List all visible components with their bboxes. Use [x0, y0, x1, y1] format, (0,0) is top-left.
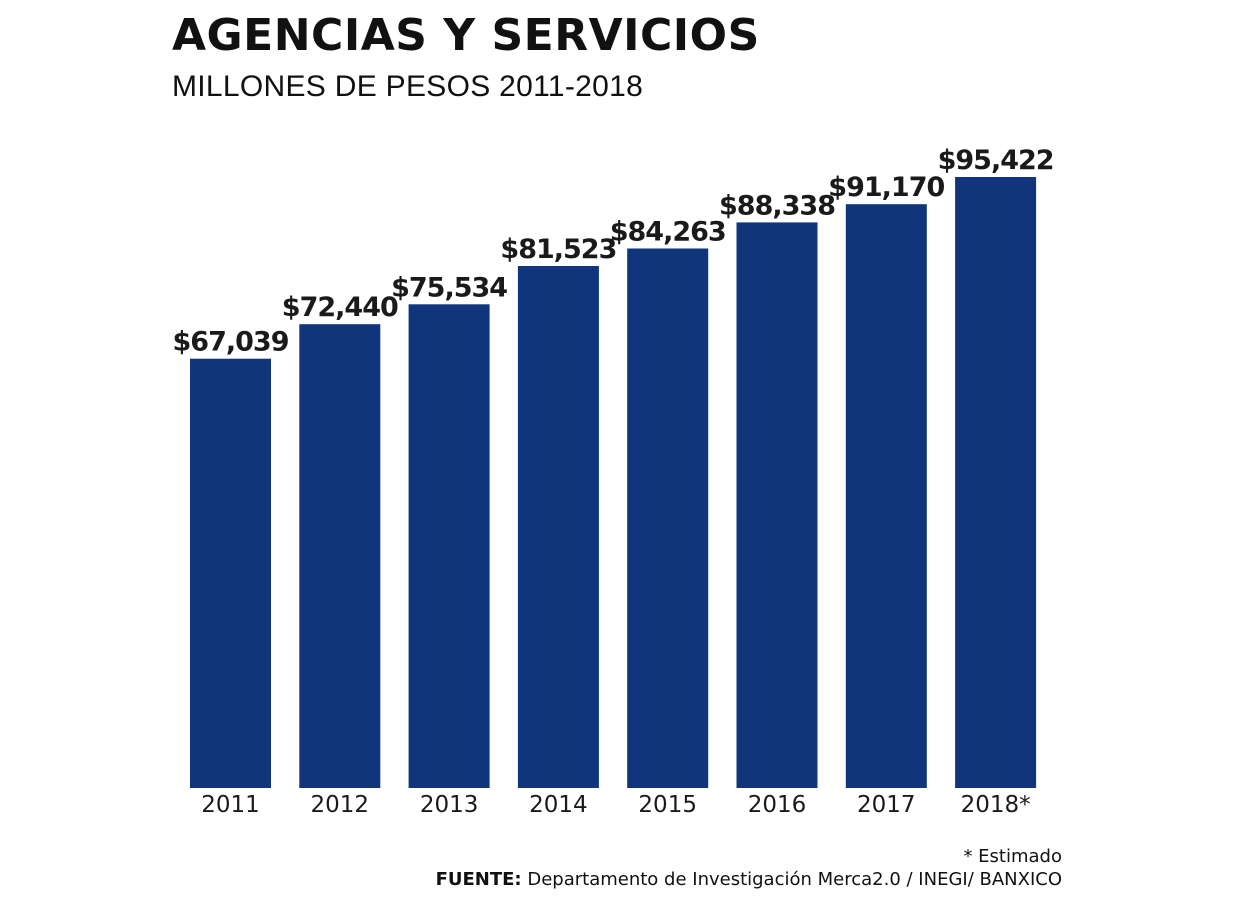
estimate-note: * Estimado — [963, 846, 1062, 867]
value-label-2013: $75,534 — [391, 272, 507, 303]
bar-2017 — [845, 204, 927, 788]
value-label-2012: $72,440 — [282, 292, 398, 323]
x-tick-label-2012: 2012 — [311, 792, 370, 818]
value-label-2017: $91,170 — [828, 172, 944, 203]
x-tick-label-2017: 2017 — [857, 792, 916, 818]
value-label-2018: $95,422 — [938, 145, 1054, 176]
bar-2011 — [190, 358, 271, 788]
x-tick-labels-group: 2011 2012 2013 2014 2015 2016 2017 2018* — [201, 792, 1030, 818]
bar-2016 — [736, 222, 818, 788]
x-tick-label-2011: 2011 — [201, 792, 260, 818]
value-label-2014: $81,523 — [500, 234, 616, 265]
bars-group — [190, 177, 1037, 788]
value-label-2015: $84,263 — [610, 217, 726, 248]
bar-2018 — [955, 177, 1037, 788]
value-labels-group: $67,039 $72,440$75,534 $81,523$84,263$88,3… — [173, 145, 1055, 358]
x-tick-label-2015: 2015 — [638, 792, 697, 818]
bar-2012 — [299, 324, 381, 788]
value-label-2011: $67,039 — [173, 327, 289, 358]
bar-2013 — [408, 304, 490, 788]
chart-title: AGENCIAS Y SERVICIOS — [172, 10, 760, 61]
x-tick-label-2018: 2018* — [961, 792, 1031, 818]
source-text: Departamento de Investigación Merca2.0 /… — [521, 869, 1062, 890]
bar-2015 — [627, 248, 709, 788]
bar-2014 — [517, 266, 599, 788]
source-label: FUENTE: — [435, 869, 522, 890]
x-tick-label-2013: 2013 — [420, 792, 479, 818]
source-line: FUENTE: Departamento de Investigación Me… — [436, 869, 1062, 891]
chart-subtitle: MILLONES DE PESOS 2011-2018 — [172, 70, 644, 103]
value-label-2016: $88,338 — [719, 190, 835, 221]
x-tick-label-2014: 2014 — [529, 792, 588, 818]
x-tick-label-2016: 2016 — [748, 792, 807, 818]
